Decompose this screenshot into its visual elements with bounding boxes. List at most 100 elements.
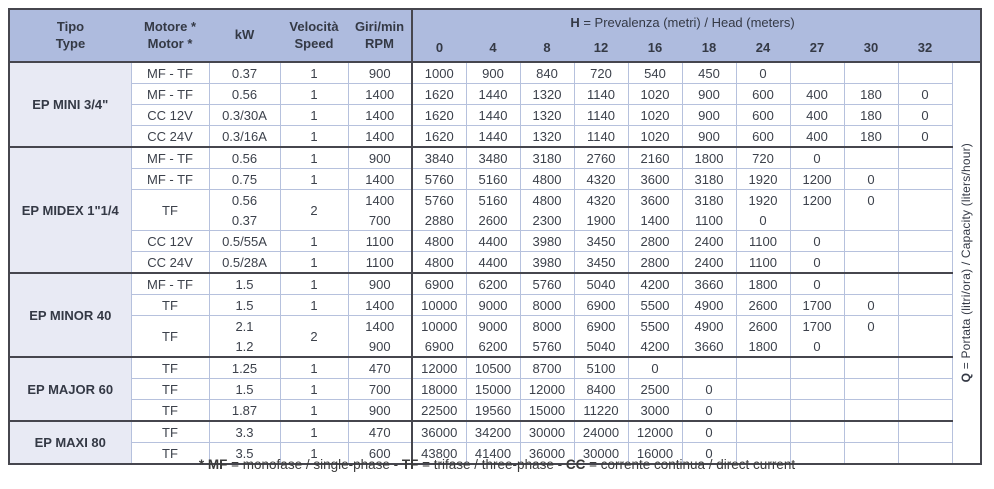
cell-value: 2600 (735, 315, 790, 336)
cell-value (843, 420, 898, 443)
cell-value (897, 61, 953, 84)
cell-value: 5760 (519, 336, 574, 357)
cell-value (681, 356, 736, 379)
cell-motor: TF (130, 378, 209, 400)
cell-kw: 0.56 (208, 83, 280, 105)
cell-value: 4900 (681, 294, 736, 316)
cell-speed: 1 (279, 420, 348, 443)
cell-value: 0 (843, 189, 898, 210)
head-col-8: 8 (520, 36, 574, 62)
col-header-motore-it: Motore * (144, 19, 196, 35)
cell-value: 3840 (411, 146, 466, 169)
cell-value (897, 315, 953, 336)
cell-value (897, 294, 953, 316)
cell-motor: MF - TF (130, 61, 209, 84)
cell-value: 4800 (519, 189, 574, 210)
cell-value (897, 378, 953, 400)
cell-value (843, 356, 898, 379)
cell-value (843, 61, 898, 84)
cell-value: 720 (735, 146, 790, 169)
table-row: 1.2 900 6900 6200 5760 5040 4200 3660 1800 0 (9, 336, 981, 357)
cell-rpm: 1400 (347, 315, 412, 336)
cell-value: 0 (681, 378, 736, 400)
cell-value: 2880 (411, 210, 466, 231)
cell-value: 600 (735, 104, 790, 126)
head-col-27: 27 (790, 36, 844, 62)
col-header-motore-en: Motor * (147, 35, 193, 51)
cell-rpm: 600 (347, 442, 412, 464)
q-column-header (952, 9, 982, 62)
cell-value: 1200 (789, 189, 844, 210)
cell-speed: 1 (279, 104, 348, 126)
cell-value (789, 399, 844, 421)
cell-value: 36000 (519, 442, 574, 464)
cell-value: 1140 (573, 83, 628, 105)
cell-speed: 1 (279, 146, 348, 169)
cell-value: 43800 (411, 442, 466, 464)
cell-value: 600 (735, 83, 790, 105)
cell-value (897, 230, 953, 252)
table-row: CC 24V 0.5/28A 1 1100 4800 4400 3980 3450 2800 24… (9, 251, 981, 273)
cell-motor: MF - TF (130, 83, 209, 105)
cell-value: 34200 (465, 420, 520, 443)
cell-value: 3660 (681, 336, 736, 357)
col-header-tipo-en: Type (55, 35, 86, 51)
cell-value: 1020 (627, 83, 682, 105)
cell-value (789, 356, 844, 379)
cell-motor: TF (130, 399, 209, 421)
cell-value: 2500 (627, 378, 682, 400)
cell-value: 0 (789, 230, 844, 252)
cell-value: 12000 (411, 356, 466, 379)
cell-rpm: 700 (347, 210, 412, 231)
cell-rpm: 1400 (347, 189, 412, 210)
cell-speed: 2 (279, 189, 348, 231)
cell-value (897, 399, 953, 421)
head-title: H = Prevalenza (metri) / Head (meters) (410, 9, 953, 36)
cell-value: 600 (735, 125, 790, 147)
head-values-row: 0 4 8 12 16 18 24 27 30 32 (9, 36, 981, 62)
cell-kw: 3.5 (208, 442, 280, 464)
cell-value: 4800 (519, 168, 574, 190)
cell-value: 10500 (465, 356, 520, 379)
cell-value (735, 442, 790, 464)
table-row: EP MAJOR 60 TF 1.25 1 470 12000 10500 8700 5100 0 (9, 356, 981, 421)
cell-value: 2600 (465, 210, 520, 231)
cell-value: 900 (681, 125, 736, 147)
col-header-tipo-it: Tipo (56, 19, 85, 35)
cell-value: 0 (897, 83, 953, 105)
cell-value (843, 230, 898, 252)
head-col-0: 0 (411, 36, 466, 62)
cell-speed: 1 (279, 168, 348, 190)
cell-value (735, 356, 790, 379)
head-col-18: 18 (682, 36, 736, 62)
cell-motor: TF (130, 189, 209, 231)
table-row: TF 2.1 2 1400 10000 9000 8000 6900 5500 4900 2600 1… (9, 315, 981, 357)
table-row: EP MINOR 40 MF - TF 1.5 1 900 6900 6200 5760 504… (9, 272, 981, 357)
table-row: MF - TF 0.75 1 1400 5760 5160 4800 4320 3600 3180… (9, 168, 981, 190)
cell-value: 4900 (681, 315, 736, 336)
cell-value: 1200 (789, 168, 844, 190)
cell-value: 900 (681, 83, 736, 105)
cell-value: 1000 (411, 61, 466, 84)
header-row: Tipo Type Motore * Motor * kW Velocità S… (9, 9, 982, 62)
cell-value (735, 399, 790, 421)
cell-kw: 0.75 (208, 168, 280, 190)
cell-value: 8700 (519, 356, 574, 379)
col-header-giri-en: RPM (365, 35, 394, 51)
cell-value: 3180 (681, 168, 736, 190)
section-label: EP MAXI 80 (9, 420, 131, 464)
cell-value: 19560 (465, 399, 520, 421)
cell-value: 8000 (519, 315, 574, 336)
cell-value: 0 (843, 294, 898, 316)
cell-value: 2800 (627, 230, 682, 252)
cell-value: 1620 (411, 83, 466, 105)
cell-value: 0 (681, 399, 736, 421)
cell-value: 5500 (627, 294, 682, 316)
cell-value: 3450 (573, 251, 628, 273)
cell-value: 3180 (681, 189, 736, 210)
head-col-4: 4 (466, 36, 520, 62)
cell-value: 11220 (573, 399, 628, 421)
cell-value: 3980 (519, 230, 574, 252)
cell-kw: 3.3 (208, 420, 280, 443)
